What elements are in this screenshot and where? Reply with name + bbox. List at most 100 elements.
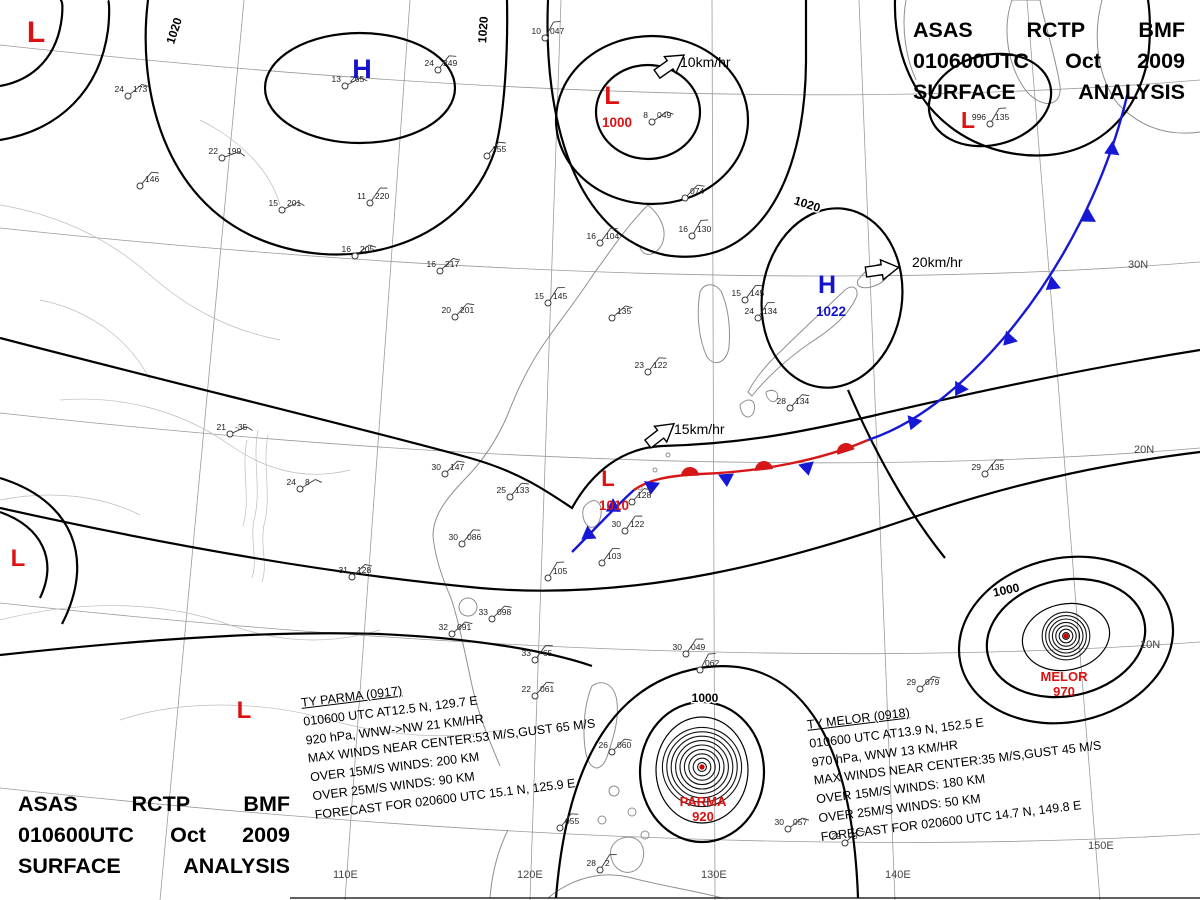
- station-value: 145: [750, 288, 764, 298]
- wind-barb-icon: [380, 187, 388, 189]
- station-plot: [608, 748, 616, 756]
- station-plot: [441, 470, 449, 478]
- station-value: 201: [460, 305, 474, 315]
- typhoon-pressure-label: 920: [692, 809, 714, 824]
- station-plot: [608, 314, 616, 322]
- station-value: 996: [972, 112, 986, 122]
- wind-barb-icon: [801, 394, 810, 397]
- wind-barb-icon: [686, 184, 698, 197]
- station-plot: 22 061: [522, 681, 554, 700]
- coastlines: [583, 682, 618, 769]
- wind-barb-icon: [456, 303, 475, 316]
- station-plot: 33 -65: [522, 644, 553, 664]
- wind-barb-icon: [453, 621, 466, 633]
- isobars: [1021, 602, 1111, 672]
- cold-front-triangle: [581, 525, 597, 540]
- graticule: [529, 0, 562, 900]
- cold-front-triangle: [907, 415, 923, 431]
- station-value: 147: [450, 462, 464, 472]
- station-value: 24: [745, 306, 755, 316]
- station-value: 062: [705, 658, 719, 668]
- arrow-icon: [653, 54, 686, 80]
- station-plot: [136, 182, 144, 190]
- station-value: 29: [972, 462, 982, 472]
- wind-barb-icon: [347, 77, 362, 85]
- station-value: 049: [691, 642, 705, 652]
- station-value: 145: [553, 291, 567, 301]
- longitude-label: 110E: [333, 869, 358, 881]
- typhoon-melor-spiral: [1041, 611, 1091, 661]
- longitude-label: 130E: [701, 869, 727, 881]
- arrow-icon: [643, 422, 676, 449]
- typhoon-parma-spiral: [675, 740, 729, 794]
- wind-barb-icon: [603, 548, 613, 561]
- station-plot: 135: [608, 305, 633, 322]
- wind-barb-icon: [284, 201, 299, 210]
- station-value: 079: [925, 677, 939, 687]
- coastlines: [665, 452, 671, 458]
- wind-barb-icon: [246, 426, 253, 431]
- coastlines: [640, 830, 650, 840]
- wind-barb-icon: [649, 357, 660, 370]
- station-value: 135: [617, 306, 631, 316]
- wind-barb-icon: [991, 108, 1000, 122]
- wind-barb-icon: [232, 426, 247, 434]
- station-value: 8: [643, 110, 648, 120]
- typhoon-melor-spiral: [1055, 625, 1077, 647]
- wind-barb-icon: [466, 303, 475, 306]
- station-plot: 11 220: [357, 187, 389, 207]
- pressure-value: 1022: [816, 304, 846, 319]
- wind-barb-icon: [708, 652, 716, 655]
- wind-barb-icon: [141, 83, 149, 87]
- station-value: 220: [375, 191, 389, 201]
- stationary-front-triangle: [644, 481, 660, 495]
- wind-barb-icon: [610, 227, 618, 230]
- isobar-value-label: 1020: [475, 16, 491, 44]
- wind-barb-icon: [624, 738, 632, 741]
- wind-barb-icon: [633, 488, 645, 501]
- wind-barb-icon: [556, 561, 565, 563]
- wind-barb-icon: [457, 460, 465, 463]
- weather-fronts: [571, 91, 1130, 553]
- title-block-top-right: ASAS RCTP BMF 010600UTC Oct 2009 SURFACE…: [913, 18, 1185, 111]
- pressure-value: 1010: [599, 498, 629, 513]
- coastlines: [627, 807, 637, 817]
- warm-front-semicircle: [837, 443, 855, 455]
- pressure-low-symbol: L: [961, 107, 975, 133]
- title-line-2: 010600UTC Oct 2009: [913, 49, 1185, 73]
- station-plot: 128: [628, 488, 651, 506]
- wind-barb-icon: [613, 738, 632, 751]
- wind-barb-icon: [654, 111, 668, 121]
- station-plot: [556, 824, 564, 832]
- station-value: 049: [657, 110, 671, 120]
- wind-barb-icon: [687, 638, 697, 652]
- station-value: 122: [653, 360, 667, 370]
- isobars: [0, 450, 1200, 592]
- station-value: -65: [540, 648, 553, 658]
- typhoon-name-label: MELOR: [1041, 669, 1089, 684]
- station-value: 16: [587, 231, 597, 241]
- pressure-low-symbol: L: [237, 697, 252, 724]
- terrain-lines: [0, 204, 281, 341]
- title-line-1: ASAS RCTP BMF: [913, 18, 1185, 42]
- wind-barb-icon: [360, 77, 368, 82]
- station-plot: [784, 825, 792, 833]
- typhoon-pressure-label: 970: [1053, 684, 1075, 699]
- stationary-front-triangle: [798, 461, 814, 476]
- cold-front-triangle: [605, 498, 621, 512]
- station-plot: 30 086: [449, 529, 481, 548]
- station-value: 23: [635, 360, 645, 370]
- typhoon-parma-spiral: [692, 757, 712, 777]
- title-block-bottom-left: ASAS RCTP BMF 010600UTC Oct 2009 SURFACE…: [18, 792, 290, 885]
- isobars: [0, 632, 593, 668]
- wind-barb-icon: [921, 676, 934, 688]
- wind-barb-icon: [746, 285, 756, 298]
- movement-speed-label: 15km/hr: [674, 421, 725, 437]
- station-value: 249: [443, 58, 457, 68]
- station-value: 22: [522, 684, 532, 694]
- terrain-lines: [0, 605, 381, 641]
- pressure-low-symbol: L: [604, 82, 619, 110]
- wind-barb-icon: [791, 394, 810, 407]
